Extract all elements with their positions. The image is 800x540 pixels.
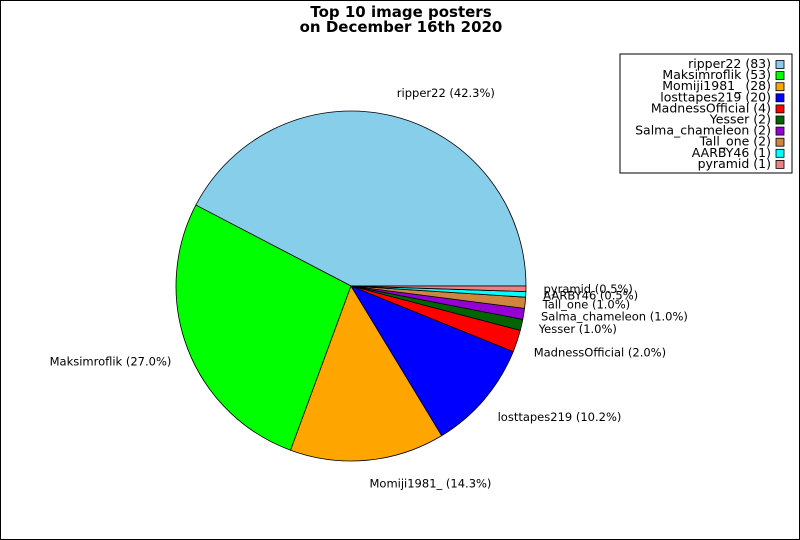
legend-label-yesser: Yesser (2) <box>709 112 771 127</box>
legend-label-salma-chameleon: Salma_chameleon (2) <box>635 123 771 138</box>
legend-swatch-pyramid <box>775 159 785 169</box>
legend-label-madnessofficial: MadnessOfficial (4) <box>651 100 771 115</box>
legend-label-tall-one: Tall_one (2) <box>699 134 771 149</box>
slice-label-momiji1981-: Momiji1981_ (14.3%) <box>370 477 492 491</box>
slice-labels: ripper22 (42.3%) Maksimroflik (27.0%) Momi… <box>50 86 688 491</box>
legend: ripper22 (83)Maksimroflik (53)Momiji1981… <box>619 53 793 174</box>
slice-label-pyramid: pyramid (0.5%) <box>544 282 633 296</box>
legend-swatch-aarby46 <box>775 148 785 158</box>
pie-slice-pyramid <box>350 285 527 293</box>
legend-swatch-madnessofficial <box>775 104 785 114</box>
legend-label-ripper22: ripper22 (83) <box>688 56 771 71</box>
legend-swatch-tall-one <box>775 137 785 147</box>
legend-swatch-ripper22 <box>775 60 785 69</box>
legend-swatch-yesser <box>775 115 785 125</box>
legend-swatch-losttapes219 <box>775 93 785 103</box>
legend-label-losttapes219: losttapes219 (20) <box>660 89 771 104</box>
slice-label-yesser: Yesser (1.0%) <box>538 322 617 336</box>
slice-label-madnessofficial: MadnessOfficial (2.0%) <box>534 346 666 360</box>
pie-slices <box>175 110 527 462</box>
slice-label-salma-chameleon: Salma_chameleon (1.0%) <box>541 310 688 324</box>
legend-swatch-maksimroflik <box>775 71 785 80</box>
title-line-1: Top 10 image posters <box>310 3 491 21</box>
legend-label-aarby46: AARBY46 (1) <box>692 145 771 160</box>
legend-label-maksimroflik: Maksimroflik (53) <box>662 67 771 82</box>
slice-label-losttapes219: losttapes219 (10.2%) <box>498 410 622 424</box>
pie-slice-ripper22 <box>195 110 527 287</box>
legend-box <box>619 53 793 174</box>
legend-swatch-salma-chameleon <box>775 126 785 136</box>
pie-slice-maksimroflik <box>175 204 352 451</box>
legend-label-momiji1981-: Momiji1981_ (28) <box>662 78 771 93</box>
legend-label-pyramid: pyramid (1) <box>698 156 771 171</box>
slice-label-tall-one: Tall_one (1.0%) <box>542 298 631 312</box>
slice-label-ripper22: ripper22 (42.3%) <box>397 86 495 100</box>
slice-label-maksimroflik: Maksimroflik (27.0%) <box>50 354 172 368</box>
title-line-2: on December 16th 2020 <box>300 18 503 36</box>
pie-slice-losttapes219 <box>350 285 514 437</box>
pie-slice-momiji1981- <box>290 285 443 462</box>
legend-swatch-momiji1981- <box>775 82 785 92</box>
slice-label-aarby46: AARBY46 (0.5%) <box>543 288 638 302</box>
